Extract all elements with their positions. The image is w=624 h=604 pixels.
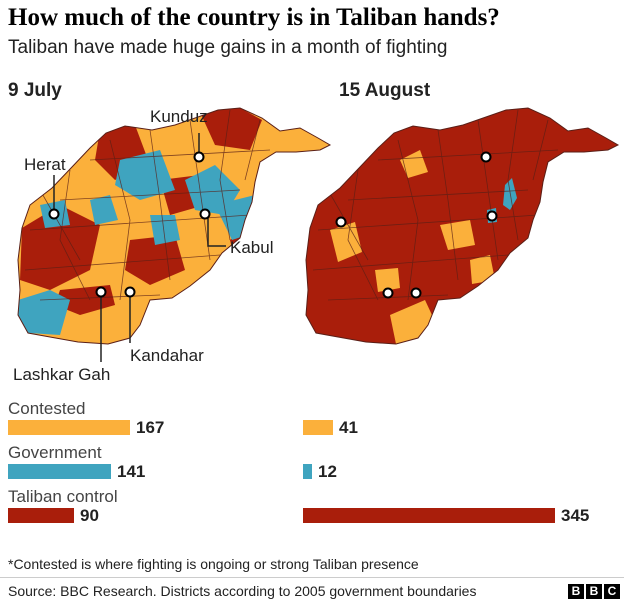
bar-august-taliban xyxy=(303,508,555,523)
category-label-taliban: Taliban control xyxy=(8,487,118,506)
category-label-contested: Contested xyxy=(8,399,86,418)
value-label-august-taliban: 345 xyxy=(561,506,590,525)
source-text: Source: BBC Research. Districts accordin… xyxy=(8,583,477,599)
value-label-july-taliban: 90 xyxy=(80,506,99,525)
city-marker-lashkar-gah xyxy=(382,287,394,299)
city-marker-herat xyxy=(48,208,60,220)
city-marker-kabul xyxy=(486,210,498,222)
city-marker-kabul xyxy=(199,208,211,220)
chart-subtitle: Taliban have made huge gains in a month … xyxy=(8,37,448,58)
logo-letter: C xyxy=(604,584,620,599)
logo-letter: B xyxy=(586,584,602,599)
footer-divider xyxy=(0,577,624,578)
bar-july-contested xyxy=(8,420,130,435)
city-label-kandahar: Kandahar xyxy=(130,346,204,365)
region-government xyxy=(115,150,175,200)
category-label-government: Government xyxy=(8,443,102,462)
value-label-july-contested: 167 xyxy=(136,418,165,437)
city-marker-kunduz xyxy=(480,151,492,163)
map-july-outline xyxy=(17,107,332,345)
bar-july-taliban xyxy=(8,508,74,523)
map-july xyxy=(18,108,330,344)
city-label-kabul: Kabul xyxy=(230,238,273,257)
logo-letter: B xyxy=(568,584,584,599)
city-label-herat: Herat xyxy=(24,155,66,174)
region-contested xyxy=(470,255,495,284)
value-label-august-contested: 41 xyxy=(339,418,358,437)
date-label-august: 15 August xyxy=(339,80,431,101)
city-marker-kandahar xyxy=(410,287,422,299)
city-marker-lashkar-gah xyxy=(95,286,107,298)
bar-july-government xyxy=(8,464,111,479)
value-label-july-government: 141 xyxy=(117,462,146,481)
maps-svg: Kunduz Herat Kabul Lashkar Gah Kandahar xyxy=(13,107,620,384)
chart-title: How much of the country is in Taliban ha… xyxy=(8,4,500,31)
city-marker-herat xyxy=(335,216,347,228)
footnote: *Contested is where fighting is ongoing … xyxy=(8,556,419,572)
city-marker-kandahar xyxy=(124,286,136,298)
region-government xyxy=(150,215,180,245)
map-august xyxy=(306,108,618,344)
region-contested xyxy=(375,268,400,292)
city-label-kunduz: Kunduz xyxy=(150,107,208,126)
region-government xyxy=(90,195,118,225)
value-label-august-government: 12 xyxy=(318,462,337,481)
bar-august-government xyxy=(303,464,312,479)
region-contested xyxy=(400,150,428,178)
region-government xyxy=(18,290,70,335)
region-taliban xyxy=(200,108,262,150)
region-contested xyxy=(440,220,475,250)
bar-august-contested xyxy=(303,420,333,435)
city-marker-kunduz xyxy=(193,151,205,163)
city-label-lashkar-gah: Lashkar Gah xyxy=(13,365,110,384)
date-label-july: 9 July xyxy=(8,80,62,101)
map-august-outline xyxy=(305,107,620,345)
bbc-logo: B B C xyxy=(568,584,620,599)
